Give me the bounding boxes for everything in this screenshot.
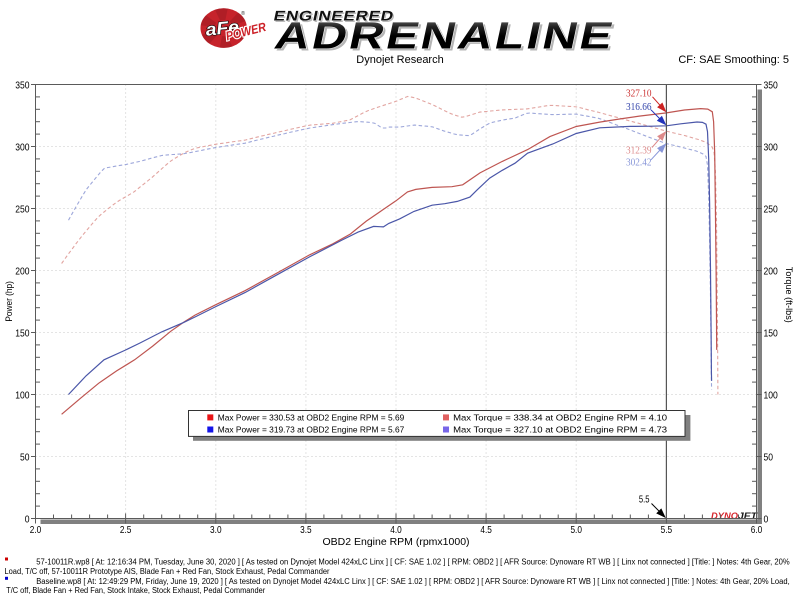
- svg-text:ENGINEERED: ENGINEERED: [274, 9, 397, 25]
- svg-text:Max Torque = 327.10 at OBD2 En: Max Torque = 327.10 at OBD2 Engine RPM =…: [453, 425, 667, 435]
- svg-text:4.0: 4.0: [390, 525, 402, 536]
- svg-text:200: 200: [15, 267, 30, 278]
- svg-text:ADRENALINE: ADRENALINE: [273, 17, 621, 60]
- svg-text:6.0: 6.0: [751, 525, 763, 536]
- svg-text:0: 0: [764, 515, 769, 526]
- svg-text:302.42: 302.42: [626, 157, 652, 168]
- svg-text:3.0: 3.0: [210, 525, 222, 536]
- svg-text:Max Torque = 338.34 at OBD2 En: Max Torque = 338.34 at OBD2 Engine RPM =…: [453, 413, 667, 423]
- svg-text:5.0: 5.0: [570, 525, 582, 536]
- svg-text:4.5: 4.5: [480, 525, 492, 536]
- svg-text:®: ®: [241, 10, 245, 17]
- svg-text:5.5: 5.5: [639, 494, 650, 505]
- svg-text:2.0: 2.0: [30, 525, 42, 536]
- svg-text:300: 300: [15, 143, 30, 154]
- svg-text:316.66: 316.66: [626, 102, 652, 113]
- svg-text:Max Power = 319.73 at OBD2 Eng: Max Power = 319.73 at OBD2 Engine RPM = …: [218, 425, 405, 435]
- svg-text:350: 350: [764, 81, 779, 92]
- svg-text:57-10011R.wp8 [ At: 12:16:34 P: 57-10011R.wp8 [ At: 12:16:34 PM, Tuesday…: [36, 558, 790, 567]
- svg-text:Load, T/C off, 57-10011R Proto: Load, T/C off, 57-10011R Prototype AIS, …: [5, 567, 330, 576]
- svg-text:DYNO: DYNO: [711, 511, 738, 521]
- svg-text:Torque (ft-lbs): Torque (ft-lbs): [784, 267, 794, 323]
- svg-text:300: 300: [764, 143, 779, 154]
- svg-text:ENGINEERED: ENGINEERED: [272, 8, 395, 24]
- svg-text:JET: JET: [738, 511, 759, 521]
- svg-text:Max Power = 330.53 at OBD2 Eng: Max Power = 330.53 at OBD2 Engine RPM = …: [218, 413, 405, 423]
- svg-text:200: 200: [764, 267, 779, 278]
- svg-text:100: 100: [15, 391, 30, 402]
- svg-text:50: 50: [764, 453, 774, 464]
- svg-text:aFe: aFe: [205, 16, 241, 39]
- svg-text:50: 50: [20, 453, 30, 464]
- svg-text:T/C off, Blade Fan + Red Fan,: T/C off, Blade Fan + Red Fan, Stock Inta…: [6, 586, 265, 595]
- svg-text:Dynojet Research: Dynojet Research: [356, 54, 443, 66]
- svg-text:327.10: 327.10: [626, 88, 652, 99]
- svg-text:250: 250: [15, 205, 30, 216]
- svg-text:350: 350: [15, 81, 30, 92]
- svg-text:5.5: 5.5: [661, 525, 673, 536]
- svg-text:250: 250: [764, 205, 779, 216]
- svg-text:0: 0: [25, 515, 30, 526]
- svg-text:2.5: 2.5: [120, 525, 132, 536]
- svg-text:Baseline.wp8 [ At: 12:49:29 PM: Baseline.wp8 [ At: 12:49:29 PM, Friday, …: [36, 577, 790, 586]
- svg-text:150: 150: [15, 329, 30, 340]
- svg-text:150: 150: [764, 329, 779, 340]
- svg-text:100: 100: [764, 391, 779, 402]
- svg-text:Power (hp): Power (hp): [4, 281, 14, 322]
- svg-text:CF: SAE Smoothing: 5: CF: SAE Smoothing: 5: [678, 54, 789, 66]
- svg-text:3.5: 3.5: [300, 525, 312, 536]
- svg-text:312.39: 312.39: [626, 146, 652, 157]
- svg-text:OBD2 Engine RPM (rpmx1000): OBD2 Engine RPM (rpmx1000): [322, 536, 469, 548]
- svg-text:ADRENALINE: ADRENALINE: [271, 15, 619, 58]
